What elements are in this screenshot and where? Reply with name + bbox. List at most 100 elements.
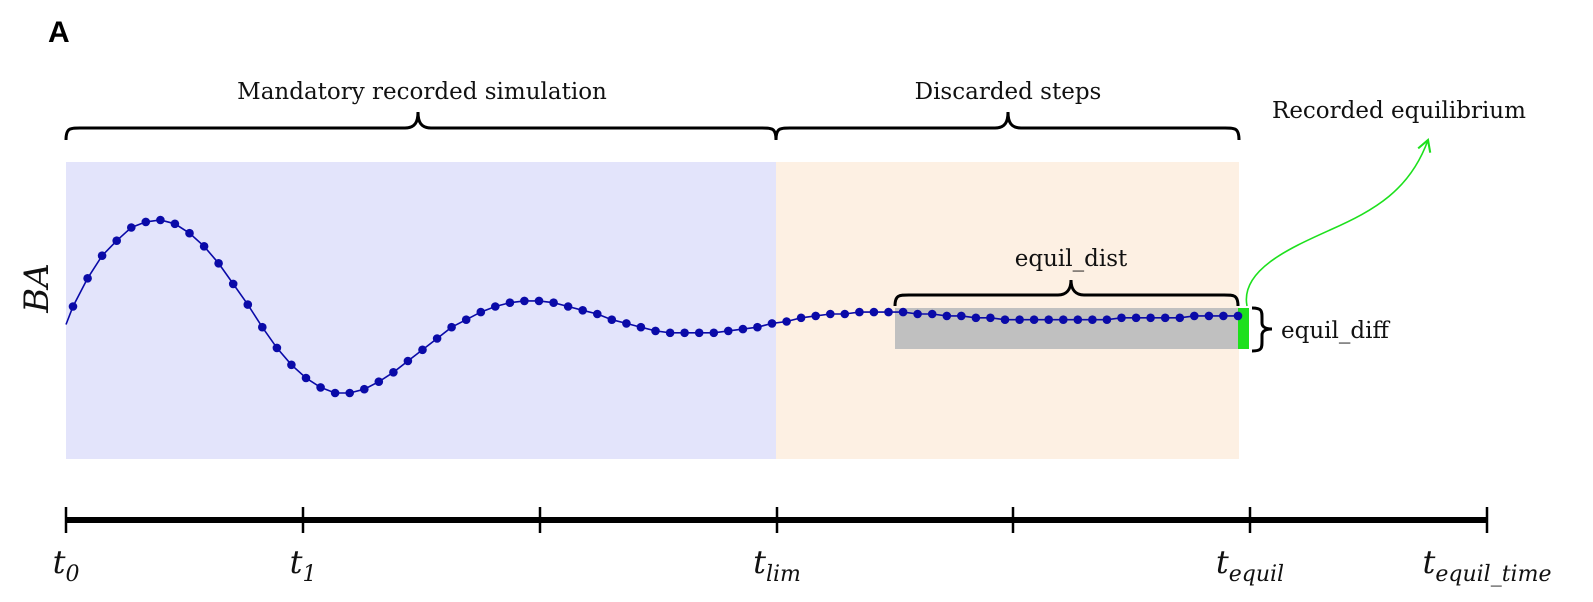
ba-series-point (127, 223, 136, 232)
ba-series-point (272, 343, 282, 353)
ba-series-point (927, 309, 937, 319)
ba-series (65, 215, 1243, 398)
ba-series-point (578, 306, 587, 315)
ba-series-point (258, 322, 267, 332)
ba-series-point (316, 383, 325, 392)
ba-series-point (461, 315, 471, 325)
ba-series-point (840, 309, 850, 319)
ba-series-point (112, 236, 121, 245)
ba-series-point (957, 311, 966, 321)
ba-series-point (491, 302, 500, 311)
ba-series-point (1131, 313, 1141, 323)
timeline-tick-label: tequil (1216, 543, 1284, 587)
mandatory-label: Mandatory recorded simulation (237, 79, 607, 105)
ba-series-point (1175, 313, 1185, 323)
ba-series-point (1219, 311, 1228, 321)
equil-dist-brace (893, 279, 1240, 307)
discarded-label: Discarded steps (915, 79, 1102, 105)
ba-series-point (141, 217, 151, 227)
ba-series-point (1204, 311, 1214, 321)
ba-series-point (767, 319, 777, 328)
ba-series-point (418, 345, 427, 355)
mandatory-region (66, 162, 776, 459)
ba-series-point (520, 296, 529, 306)
ba-series-point (665, 328, 675, 338)
ba-series-point (986, 313, 995, 323)
ba-series-point (1015, 315, 1024, 325)
mandatory-brace (64, 111, 778, 141)
discarded-brace (774, 111, 1241, 141)
timeline-ticks: t0 t1 tlim tequil tequil_time (53, 507, 1552, 587)
ba-series-point (1000, 315, 1010, 325)
ba-series-point (796, 313, 806, 323)
ba-series-point (199, 242, 209, 251)
ba-series-point (228, 279, 238, 289)
ba-series-point (360, 384, 369, 394)
ba-series-point (156, 215, 165, 225)
ba-series-point (330, 388, 340, 398)
ba-series-point (811, 311, 820, 321)
ba-series-point (680, 328, 689, 338)
ba-series-point (593, 309, 602, 319)
ba-series-point (1073, 315, 1083, 325)
ba-series-point (913, 309, 922, 319)
ba-series-point (855, 307, 864, 317)
ba-series-point (1117, 313, 1126, 323)
ba-series-point (694, 328, 704, 338)
ba-series-point (287, 360, 296, 370)
ba-series-point (738, 324, 748, 334)
ba-series-point (389, 368, 398, 377)
ba-series-point (476, 307, 486, 317)
ba-series-point (622, 319, 631, 328)
timeline-tick-label: t1 (290, 543, 317, 587)
ba-series-point (345, 388, 355, 398)
ba-series-point (651, 326, 660, 336)
ba-series-point (432, 334, 442, 343)
equil-dist-label: equil_dist (1015, 246, 1128, 272)
ba-series-point (97, 251, 107, 260)
ba-series-point (83, 274, 92, 283)
ba-series-point (709, 328, 719, 338)
ba-series-point (826, 309, 835, 319)
ba-series-point (1029, 315, 1039, 325)
ba-series-point (403, 356, 413, 366)
ba-series-point (1190, 311, 1199, 321)
y-axis-label: BA (17, 263, 57, 314)
ba-series-point (607, 315, 617, 325)
ba-series-point (869, 307, 879, 317)
ba-series-point (1059, 315, 1068, 325)
ba-series-point (243, 300, 253, 309)
ba-series-point (1102, 315, 1112, 325)
ba-series-point (301, 373, 311, 383)
ba-series-point (214, 259, 223, 268)
ba-series-point (782, 317, 791, 326)
ba-series-point (898, 307, 908, 317)
ba-series-point (942, 311, 952, 321)
timeline-tick-label: tlim (753, 543, 801, 587)
timeline-tick-label: tequil_time (1423, 543, 1552, 587)
ba-series-point (563, 302, 573, 311)
ba-series-point (724, 326, 733, 336)
ba-series-point (884, 307, 893, 317)
timeline-tick-label: t0 (53, 543, 80, 587)
ba-series-point (1233, 311, 1243, 321)
equil-diff-label: equil_diff (1281, 318, 1390, 344)
ba-series-point (447, 322, 456, 332)
ba-series-point (1044, 315, 1053, 325)
ba-series-point (1088, 315, 1097, 325)
ba-series-point (534, 296, 544, 306)
ba-series-point (170, 219, 180, 229)
recorded-equilibrium-arrow (1245, 138, 1432, 307)
ba-series-point (971, 313, 981, 323)
ba-series-point (753, 322, 762, 332)
equil-diff-marker (1238, 308, 1249, 349)
ba-series-point (185, 228, 194, 238)
ba-series-point (374, 377, 384, 387)
ba-series-point (1146, 313, 1155, 323)
ba-series-point (1160, 313, 1170, 323)
ba-series-point (636, 322, 646, 332)
ba-series-point (549, 298, 558, 308)
recorded-equilibrium-label: Recorded equilibrium (1272, 98, 1526, 124)
